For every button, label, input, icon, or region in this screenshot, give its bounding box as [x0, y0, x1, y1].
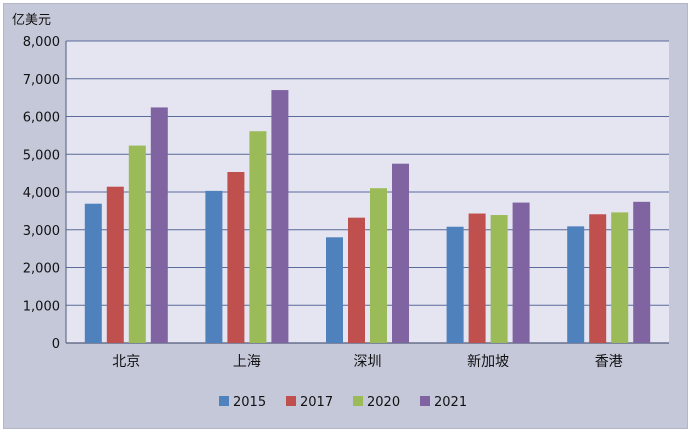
bar-2015-2	[326, 237, 343, 343]
bar-2020-4	[611, 212, 629, 343]
legend-swatch-2021	[420, 396, 430, 406]
bar-2015-3	[446, 226, 464, 343]
legend-swatch-2015	[219, 396, 229, 406]
legend-label-2020: 2020	[367, 395, 400, 410]
x-category-label: 深圳	[354, 354, 382, 370]
y-tick-label: 3,000	[23, 224, 60, 239]
y-tick-label: 0	[52, 337, 60, 352]
x-category-label: 北京	[112, 354, 140, 370]
y-tick-label: 2,000	[23, 262, 60, 277]
y-axis: 0 1,000 2,000 3,000 4,000 5,000 6,000 7,000 8,00…	[23, 35, 67, 352]
bars	[84, 90, 651, 343]
y-axis-unit-label: 亿美元	[12, 13, 51, 28]
bar-2020-2	[370, 188, 387, 343]
x-category-label: 香港	[595, 354, 623, 370]
bar-2020-3	[490, 215, 508, 343]
bar-2020-0	[128, 145, 146, 343]
legend-swatch-2020	[353, 396, 363, 406]
legend-label-2021: 2021	[434, 395, 467, 410]
bar-2015-0	[84, 203, 102, 343]
bar-2017-3	[468, 213, 486, 343]
bar-2021-0	[150, 107, 168, 343]
legend-label-2017: 2017	[300, 395, 333, 410]
bar-2017-4	[589, 214, 607, 343]
y-tick-label: 7,000	[23, 73, 60, 88]
y-tick-label: 8,000	[23, 35, 60, 50]
bar-2017-1	[227, 171, 245, 343]
x-category-label: 新加坡	[467, 354, 509, 370]
bar-2015-1	[205, 190, 223, 343]
y-tick-label: 6,000	[23, 111, 60, 126]
bar-2017-0	[106, 186, 124, 343]
bar-2021-2	[392, 163, 409, 343]
bar-2017-2	[348, 217, 365, 343]
legend: 2015 2017 2020 2021	[219, 395, 467, 410]
legend-label-2015: 2015	[233, 395, 266, 410]
bar-2015-4	[567, 226, 585, 343]
bar-2021-4	[633, 201, 651, 343]
bar-2020-1	[249, 131, 267, 343]
legend-swatch-2017	[286, 396, 296, 406]
bar-2021-3	[512, 202, 530, 343]
y-tick-label: 1,000	[23, 299, 60, 314]
bar-2021-1	[271, 90, 289, 343]
y-tick-label: 4,000	[23, 186, 60, 201]
x-category-label: 上海	[233, 354, 261, 370]
y-tick-label: 5,000	[23, 148, 60, 163]
chart-frame: 0 1,000 2,000 3,000 4,000 5,000 6,000 7,000 8,00…	[3, 3, 688, 429]
bar-chart: 0 1,000 2,000 3,000 4,000 5,000 6,000 7,000 8,00…	[12, 13, 669, 410]
x-axis: 北京 上海 深圳 新加坡 香港	[112, 354, 622, 370]
